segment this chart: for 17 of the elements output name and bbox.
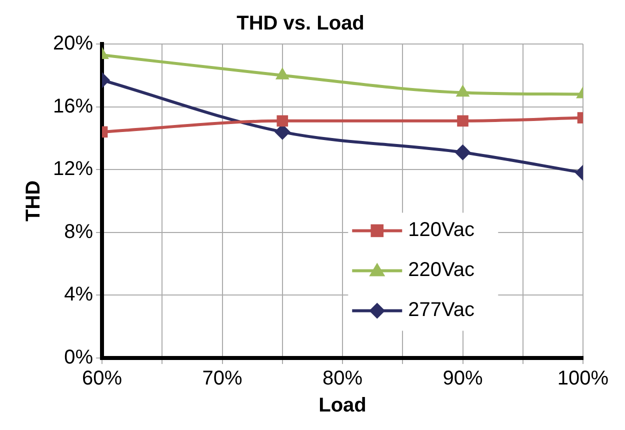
x-tick-label: 80% bbox=[322, 368, 363, 390]
chart-title: THD vs. Load bbox=[236, 12, 364, 35]
x-axis-title: Load bbox=[318, 394, 366, 417]
y-axis-title: THD bbox=[22, 180, 45, 222]
y-tick-label: 12% bbox=[53, 158, 94, 180]
y-tick-label: 16% bbox=[53, 95, 94, 118]
y-tick-label: 8% bbox=[64, 220, 94, 243]
x-tick-label: 70% bbox=[202, 368, 242, 390]
legend-label: 120Vac bbox=[408, 219, 474, 242]
y-tick-label: 20% bbox=[53, 32, 94, 55]
x-tick-label: 60% bbox=[82, 368, 122, 390]
legend-label: 277Vac bbox=[408, 299, 474, 322]
x-tick-label: 90% bbox=[442, 368, 483, 390]
x-tick-label: 100% bbox=[557, 368, 609, 390]
y-tick-label: 0% bbox=[64, 346, 94, 369]
legend-label: 220Vac bbox=[408, 259, 474, 282]
y-tick-label: 4% bbox=[64, 284, 94, 306]
